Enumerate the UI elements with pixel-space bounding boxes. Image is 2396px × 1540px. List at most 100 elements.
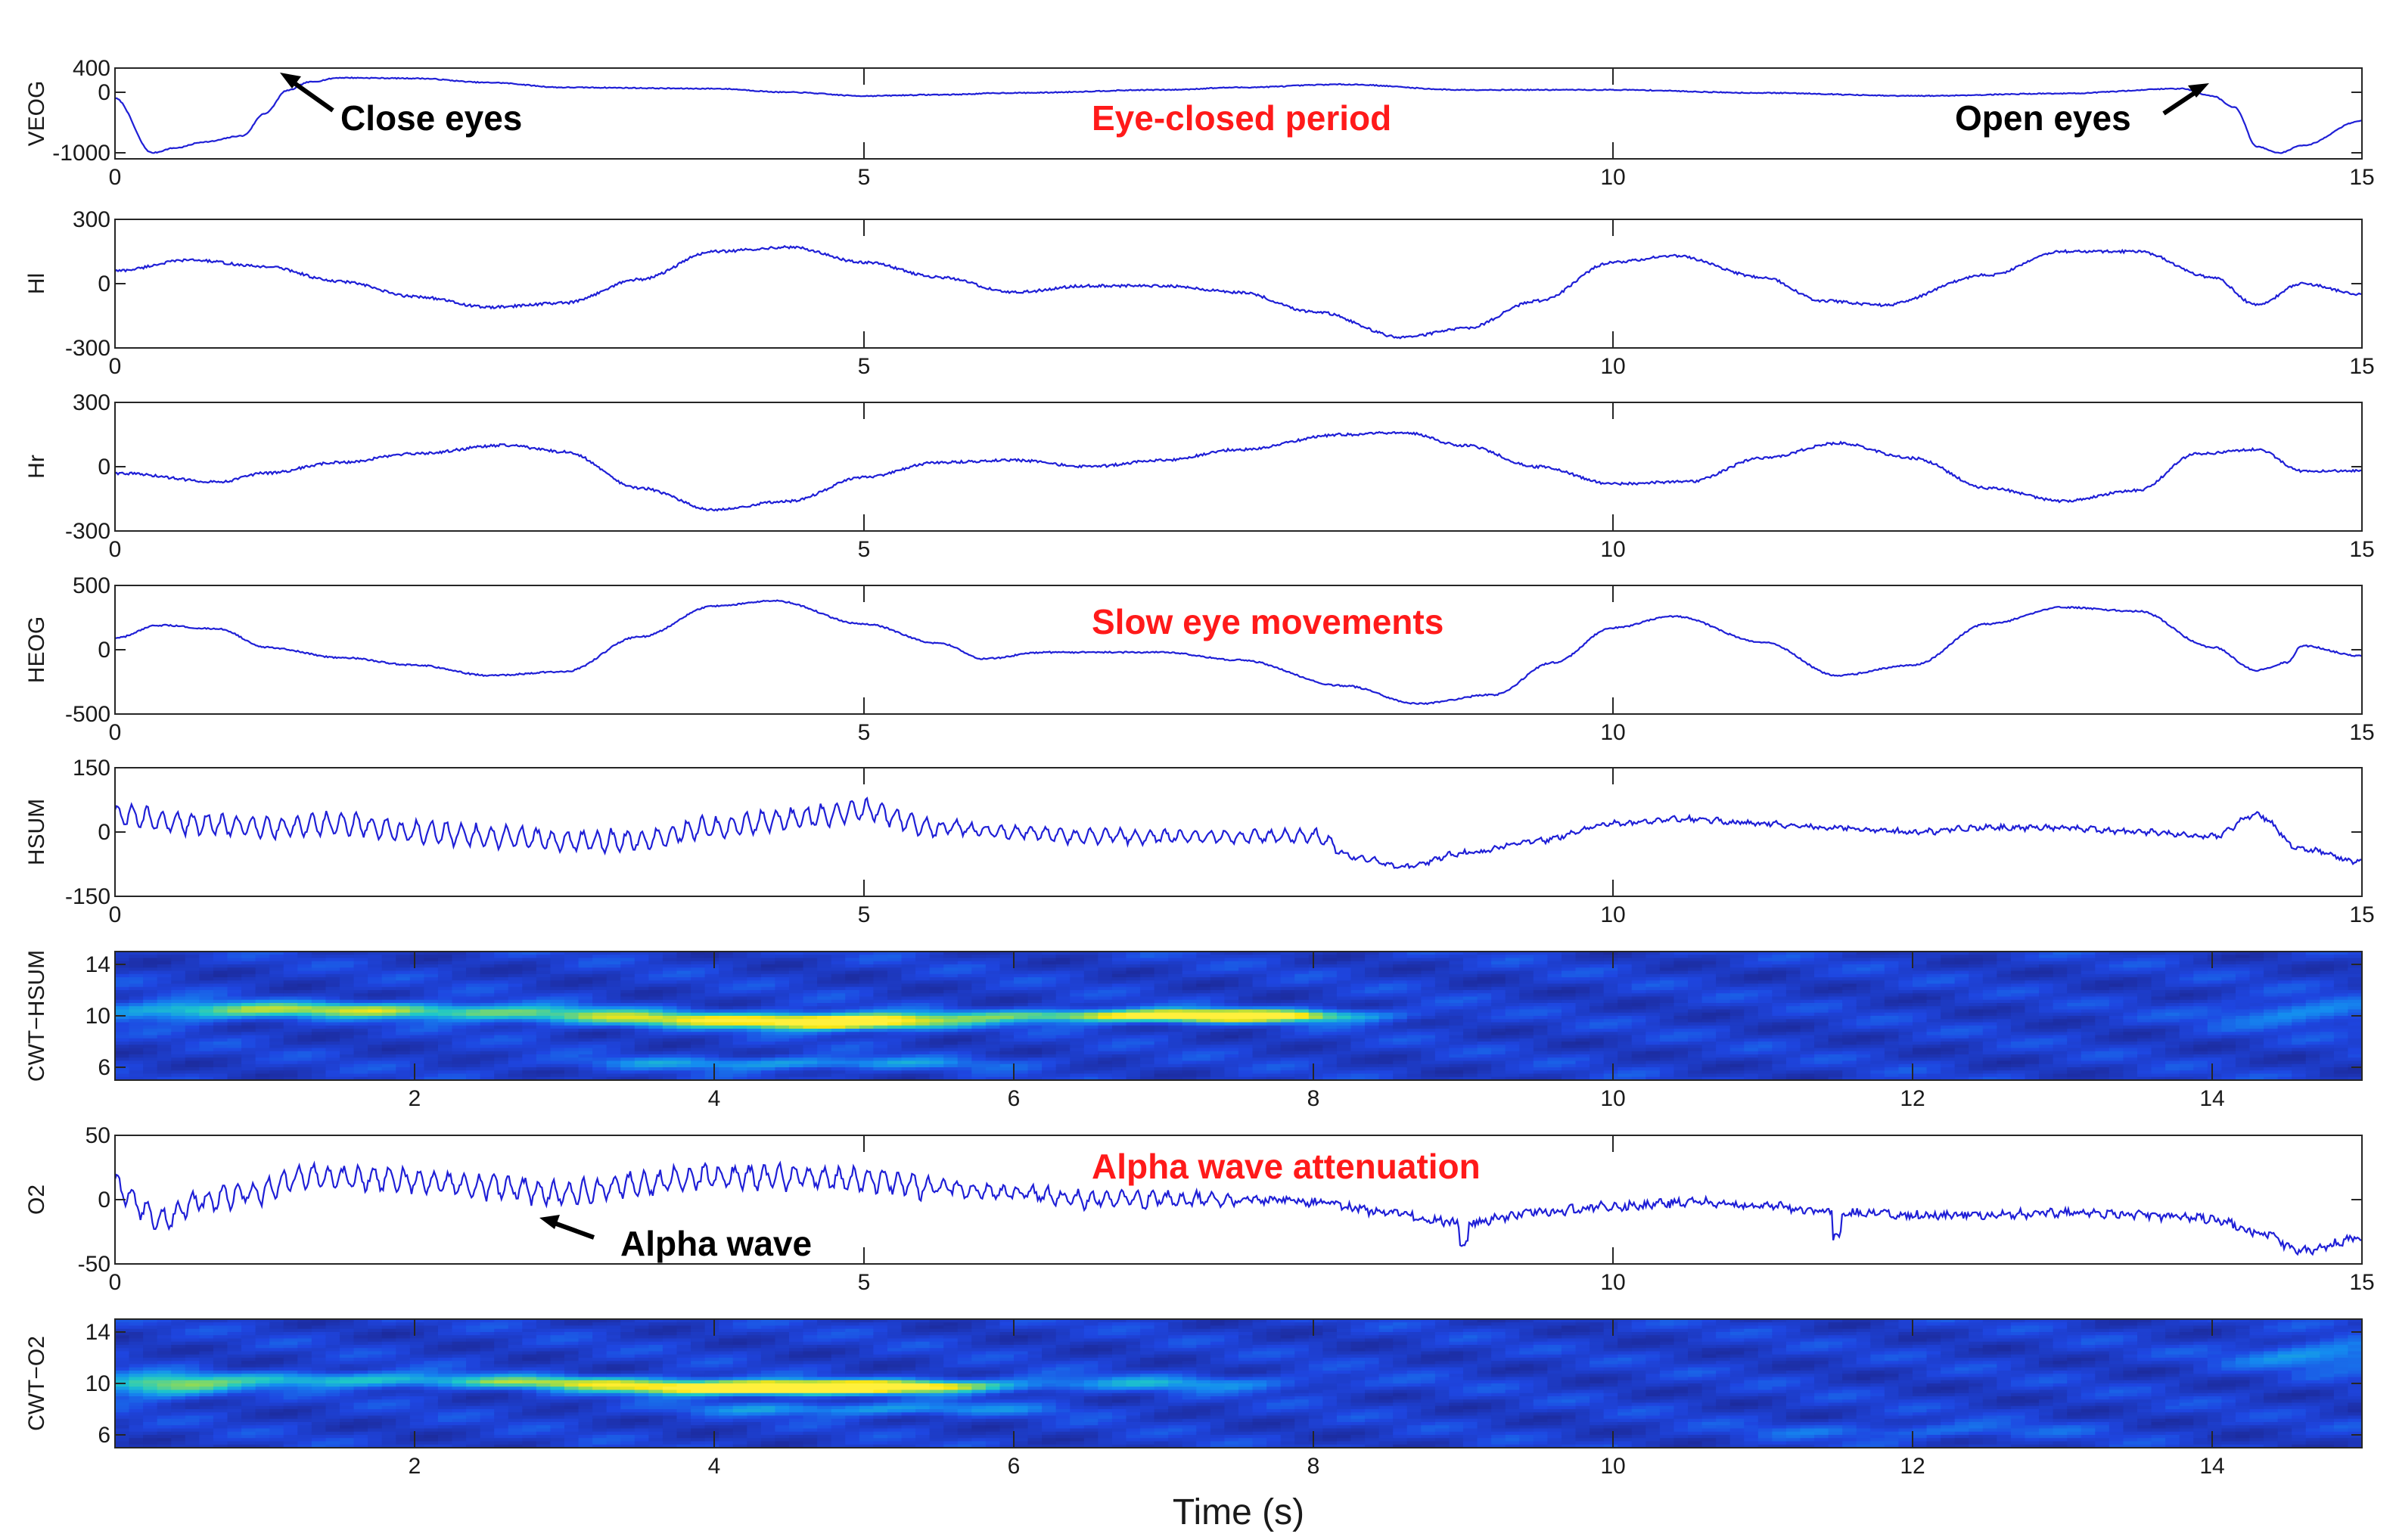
heog-ylabel: HEOG bbox=[24, 616, 49, 683]
x-axis-label: Time (s) bbox=[1173, 1492, 1304, 1532]
hr-ylabel: Hr bbox=[24, 455, 49, 479]
hl-ytick-label: 300 bbox=[73, 207, 110, 232]
annotation-alpha-wave-attenuation: Alpha wave attenuation bbox=[1092, 1147, 1481, 1186]
cwt_hsum-ylabel: CWT−HSUM bbox=[24, 950, 49, 1082]
panel-cwt_hsum: 2 4 6 8 10 12 14 14 10 6 CWT−HSUM bbox=[24, 950, 2363, 1111]
o2-ylabel: O2 bbox=[24, 1184, 49, 1215]
veog-ylabel: VEOG bbox=[24, 81, 49, 147]
cwt_o2-heatmap-cells bbox=[115, 1319, 2363, 1448]
hsum-ylabel: HSUM bbox=[24, 799, 49, 865]
hl-ytick-label: -300 bbox=[65, 336, 110, 361]
cwt_o2-ytick-label: 14 bbox=[85, 1320, 110, 1345]
cwt_hsum-xtick-label: 14 bbox=[2199, 1086, 2224, 1111]
cwt_hsum-xtick-label: 8 bbox=[1307, 1086, 1320, 1111]
hsum-xtick-label: 10 bbox=[1600, 902, 1625, 927]
hsum-xtick-label: 15 bbox=[2349, 902, 2374, 927]
cwt_hsum-ytick-label: 14 bbox=[85, 952, 110, 977]
hsum-trace bbox=[113, 796, 2363, 870]
arrow-close-eyes bbox=[280, 73, 334, 113]
cwt_hsum-xtick-label: 10 bbox=[1600, 1086, 1625, 1111]
o2-ytick-label: 50 bbox=[85, 1123, 110, 1148]
annotation-close-eyes: Close eyes bbox=[340, 98, 522, 138]
hl-frame bbox=[114, 219, 2363, 349]
cwt_o2-xtick-label: 12 bbox=[1900, 1454, 1925, 1479]
cwt_hsum-ytick-label: 6 bbox=[98, 1055, 110, 1080]
cwt_o2-ytick-label: 6 bbox=[98, 1423, 110, 1448]
hsum-ytick-label: 150 bbox=[73, 756, 110, 781]
cwt_o2-xtick-label: 4 bbox=[708, 1454, 721, 1479]
cwt_o2-xtick-label: 10 bbox=[1600, 1454, 1625, 1479]
hr-ytick-label: 0 bbox=[98, 455, 110, 480]
cwt_o2-ylabel: CWT−O2 bbox=[24, 1336, 49, 1431]
veog-xtick-label: 15 bbox=[2349, 165, 2374, 190]
o2-xtick-label: 15 bbox=[2349, 1270, 2374, 1295]
annotation-eye-closed-period: Eye-closed period bbox=[1092, 98, 1391, 138]
hsum-ytick-label: 0 bbox=[98, 820, 110, 845]
heog-ytick-label: 0 bbox=[98, 638, 110, 663]
hsum-ytick-label: -150 bbox=[65, 884, 110, 909]
heog-xtick-label: 0 bbox=[109, 720, 122, 745]
hl-xtick-label: 5 bbox=[858, 354, 871, 379]
hr-xtick-label: 15 bbox=[2349, 537, 2374, 562]
cwt_hsum-xtick-label: 6 bbox=[1008, 1086, 1021, 1111]
veog-ytick-label: 0 bbox=[98, 80, 110, 105]
panel-cwt_o2: 2 4 6 8 10 12 14 14 10 6 CWT−O2 bbox=[24, 1318, 2363, 1479]
cwt_hsum-xtick-label: 4 bbox=[708, 1086, 721, 1111]
o2-xtick-label: 5 bbox=[858, 1270, 871, 1295]
hl-ytick-label: 0 bbox=[98, 272, 110, 297]
cwt_o2-ytick-label: 10 bbox=[85, 1371, 110, 1396]
hr-trace bbox=[114, 430, 2363, 512]
cwt_o2-xtick-label: 14 bbox=[2199, 1454, 2224, 1479]
annotation-alpha-wave: Alpha wave bbox=[620, 1224, 812, 1263]
hr-xtick-label: 5 bbox=[858, 537, 871, 562]
o2-ytick-label: -50 bbox=[78, 1252, 110, 1277]
cwt_o2-xtick-label: 6 bbox=[1008, 1454, 1021, 1479]
heog-xtick-label: 15 bbox=[2349, 720, 2374, 745]
arrow-alpha-wave bbox=[539, 1215, 595, 1240]
cwt_o2-xtick-label: 2 bbox=[409, 1454, 421, 1479]
veog-xtick-label: 10 bbox=[1600, 165, 1625, 190]
hr-ytick-label: -300 bbox=[65, 519, 110, 544]
heog-ytick-label: -500 bbox=[65, 702, 110, 727]
cwt_hsum-xtick-label: 12 bbox=[1900, 1086, 1925, 1111]
veog-trace bbox=[114, 76, 2363, 154]
hl-xtick-label: 15 bbox=[2349, 354, 2374, 379]
annotation-slow-eye-movements: Slow eye movements bbox=[1092, 602, 1444, 641]
o2-trace bbox=[113, 1160, 2363, 1256]
o2-xtick-label: 10 bbox=[1600, 1270, 1625, 1295]
o2-xtick-label: 0 bbox=[109, 1270, 122, 1295]
hsum-xtick-label: 0 bbox=[109, 902, 122, 927]
hr-ytick-label: 300 bbox=[73, 390, 110, 415]
hl-ylabel: Hl bbox=[24, 273, 49, 294]
veog-xtick-label: 0 bbox=[109, 165, 122, 190]
hr-frame bbox=[114, 402, 2363, 532]
cwt_hsum-heatmap-cells bbox=[115, 952, 2363, 1081]
hr-xtick-label: 10 bbox=[1600, 537, 1625, 562]
heog-xtick-label: 5 bbox=[858, 720, 871, 745]
cwt_hsum-ytick-label: 10 bbox=[85, 1004, 110, 1029]
veog-frame bbox=[114, 67, 2363, 160]
hl-xtick-label: 10 bbox=[1600, 354, 1625, 379]
hl-trace bbox=[114, 244, 2363, 340]
cwt_o2-xtick-label: 8 bbox=[1307, 1454, 1320, 1479]
heog-xtick-label: 10 bbox=[1600, 720, 1625, 745]
annotation-open-eyes: Open eyes bbox=[1955, 98, 2131, 138]
veog-xtick-label: 5 bbox=[858, 165, 871, 190]
hl-xtick-label: 0 bbox=[109, 354, 122, 379]
heog-trace bbox=[114, 599, 2363, 706]
veog-ytick-label: -1000 bbox=[52, 141, 110, 166]
o2-ytick-label: 0 bbox=[98, 1188, 110, 1212]
cwt_hsum-xtick-label: 2 bbox=[409, 1086, 421, 1111]
heog-ytick-label: 500 bbox=[73, 573, 110, 598]
veog-ytick-label: 400 bbox=[73, 56, 110, 81]
arrow-open-eyes bbox=[2162, 83, 2209, 116]
hsum-xtick-label: 5 bbox=[858, 902, 871, 927]
hr-xtick-label: 0 bbox=[109, 537, 122, 562]
